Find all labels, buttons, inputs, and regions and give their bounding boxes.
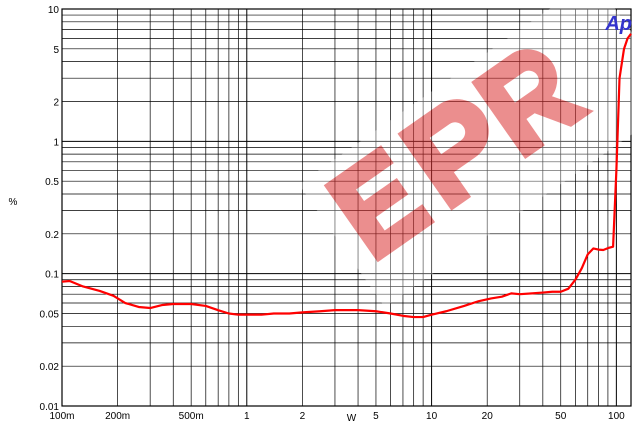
y-tick-label: 0.2: [45, 230, 59, 241]
y-tick-label: 2: [53, 97, 59, 108]
x-axis-label: W: [347, 413, 357, 424]
y-tick-label: 5: [53, 45, 59, 56]
y-tick-label: 10: [48, 5, 60, 16]
logo: Ap: [604, 13, 632, 35]
y-axis-label: %: [9, 197, 18, 208]
x-tick-labels: 100m 200m 500m 1 2 5 10 20 50 100: [49, 411, 625, 422]
series-layer: [61, 33, 632, 319]
y-tick-label: 0.01: [40, 402, 60, 413]
y-tick-label: 0.1: [45, 270, 59, 281]
y-tick-label: 0.5: [45, 177, 59, 188]
x-tick-label: 100: [608, 411, 625, 422]
x-tick-label: 200m: [105, 411, 130, 422]
plot-frame: [61, 8, 632, 407]
x-tick-label: 2: [300, 411, 306, 422]
watermark-letter-r: [471, 49, 594, 160]
series-line: [61, 33, 632, 319]
watermark-letter-e: [323, 145, 436, 263]
y-tick-labels: 10 5 2 1 0.5 0.2 0.1 0.05 0.02 0.01: [40, 5, 60, 413]
x-tick-label: 10: [426, 411, 438, 422]
y-tick-label: 0.02: [40, 362, 60, 373]
watermark-shape: [298, 0, 632, 308]
y-tick-label: 0.05: [40, 310, 60, 321]
x-tick-label: 5: [373, 411, 379, 422]
y-tick-label: 1: [53, 137, 59, 148]
x-tick-label: 500m: [179, 411, 204, 422]
x-tick-label: 50: [555, 411, 567, 422]
x-tick-label: 100m: [49, 411, 74, 422]
epr-watermark-icon: [298, 0, 632, 308]
x-tick-label: 20: [482, 411, 494, 422]
x-tick-label: 1: [244, 411, 250, 422]
watermark-letter-p: [397, 99, 489, 211]
